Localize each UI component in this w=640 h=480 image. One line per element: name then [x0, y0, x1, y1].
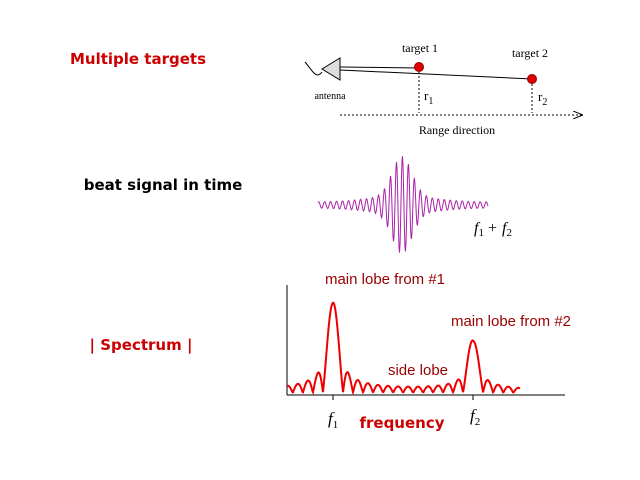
beam-1: [339, 66, 420, 69]
sum-plus: +: [488, 220, 497, 237]
beat-sum: f1 + f2: [474, 220, 512, 239]
frequency-label: frequency: [359, 414, 444, 432]
beat-wave: [317, 156, 489, 253]
antenna-label: antenna: [314, 91, 346, 102]
f1-sub: 1: [333, 419, 339, 431]
f2-base: f: [470, 406, 477, 425]
antenna-cable: [304, 61, 323, 76]
f1-label: f1: [328, 409, 338, 431]
spectrum-label: | Spectrum |: [90, 336, 193, 355]
beam-2: [339, 69, 533, 80]
r2-base: r: [538, 89, 543, 104]
sum-s1: 1: [478, 227, 484, 239]
r1-base: r: [424, 88, 429, 103]
target-2-dot: [527, 74, 537, 84]
title: Multiple targets: [70, 50, 206, 68]
f2-sub: 2: [475, 416, 481, 428]
side-lobe-label: side lobe: [388, 362, 448, 379]
target-1-dot: [414, 62, 424, 72]
r2-sub: 2: [542, 97, 547, 108]
sum-f2: f: [502, 220, 509, 237]
range-label: Range direction: [419, 123, 495, 137]
target-2-label: target 2: [512, 46, 548, 60]
r2-label: r2: [538, 89, 547, 108]
f2-label: f2: [470, 406, 480, 428]
r1-sub: 1: [428, 96, 433, 107]
sum-f1: f: [474, 220, 481, 237]
spectrum-curve: [286, 301, 521, 396]
f1-base: f: [328, 409, 335, 428]
lobe-1-label: main lobe from #1: [325, 271, 445, 288]
beat-label: beat signal in time: [84, 176, 243, 194]
lobe-2-label: main lobe from #2: [451, 313, 571, 330]
sum-s2: 2: [506, 227, 512, 239]
target-1-label: target 1: [402, 41, 438, 55]
r1-label: r1: [424, 88, 433, 107]
antenna-icon: [321, 57, 341, 81]
